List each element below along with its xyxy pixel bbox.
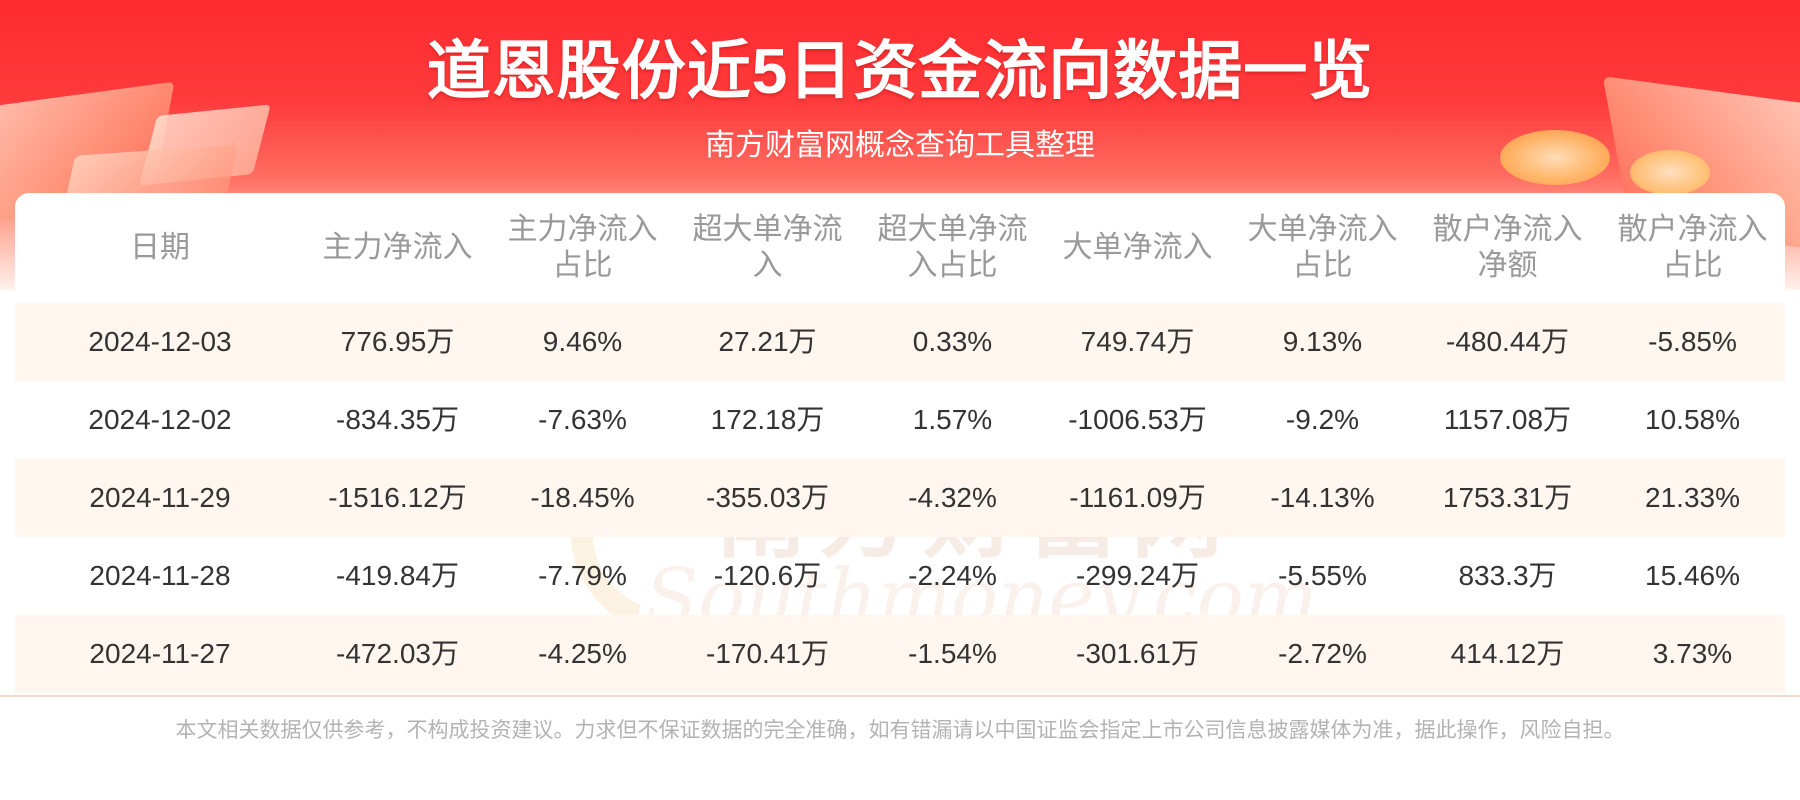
table-cell: -2.72% xyxy=(1278,638,1367,669)
table-cell: -1161.09万 xyxy=(1069,482,1206,513)
table-cell: 1.57% xyxy=(912,404,993,435)
table-cell: 1157.08万 xyxy=(1443,404,1572,435)
table-cell: 21.33% xyxy=(1645,482,1740,513)
table-cell: -472.03万 xyxy=(336,638,459,669)
table-cell: -7.63% xyxy=(538,404,627,435)
table-cell: 172.18万 xyxy=(710,404,825,435)
table-cell: 1753.31万 xyxy=(1442,482,1573,513)
table-cell: -7.79% xyxy=(538,560,627,591)
table-cell: -9.2% xyxy=(1285,404,1360,435)
column-header-retail-ratio: 散户净流入 占比 xyxy=(1617,213,1768,282)
column-header-main-net-ratio: 主力净流入 占比 xyxy=(507,213,658,282)
column-header-main-net-inflow: 主力净流入 xyxy=(322,231,473,264)
table-row: 2024-12-02 -834.35万 -7.63% 172.18万 1.57%… xyxy=(15,381,1785,459)
table-cell: 2024-11-28 xyxy=(89,560,231,591)
table-row: 2024-11-29 -1516.12万 -18.45% -355.03万 -4… xyxy=(15,459,1785,537)
column-header-date: 日期 xyxy=(130,231,190,264)
footer-divider xyxy=(0,695,1800,697)
table-cell: 15.46% xyxy=(1645,560,1740,591)
column-header-retail-net: 散户净流入 净额 xyxy=(1432,213,1583,282)
table-cell: 2024-12-02 xyxy=(88,404,232,435)
table-cell: -480.44万 xyxy=(1446,326,1569,357)
page-title: 道恩股份近5日资金流向数据一览 xyxy=(426,35,1374,107)
table-row: 2024-11-27 -472.03万 -4.25% -170.41万 -1.5… xyxy=(15,615,1785,693)
table-cell: -2.24% xyxy=(908,560,997,591)
table-cell: -299.24万 xyxy=(1076,560,1199,591)
table-cell: -5.55% xyxy=(1278,560,1367,591)
data-table: 日期 主力净流入 主力净流入 占比 超大单净流入 超大单净流 入占比 大单净流入 大… xyxy=(15,193,1785,695)
table-cell: 9.46% xyxy=(542,326,623,357)
table-cell: 2024-11-29 xyxy=(89,482,231,513)
table-cell: 833.3万 xyxy=(1458,560,1557,591)
table-cell: -170.41万 xyxy=(706,638,829,669)
table-cell: -4.25% xyxy=(538,638,627,669)
table-row: 2024-12-03 776.95万 9.46% 27.21万 0.33% 74… xyxy=(15,303,1785,381)
decorative-coin xyxy=(1500,130,1610,185)
table-cell: -301.61万 xyxy=(1076,638,1199,669)
table-cell: -355.03万 xyxy=(706,482,829,513)
table-cell: 3.73% xyxy=(1652,638,1733,669)
column-header-large-inflow: 大单净流入 xyxy=(1062,231,1213,264)
column-header-large-ratio: 大单净流入 占比 xyxy=(1247,213,1398,282)
table-cell: -1006.53万 xyxy=(1068,404,1207,435)
table-header-row: 日期 主力净流入 主力净流入 占比 超大单净流入 超大单净流 入占比 大单净流入 大… xyxy=(15,193,1785,303)
table-row: 2024-11-28 -419.84万 -7.79% -120.6万 -2.24… xyxy=(15,537,1785,615)
table-cell: 2024-12-03 xyxy=(88,326,232,357)
table-cell: -4.32% xyxy=(908,482,997,513)
table-cell: 2024-11-27 xyxy=(89,638,231,669)
table-cell: 27.21万 xyxy=(718,326,817,357)
table-cell: -14.13% xyxy=(1270,482,1375,513)
table-cell: 10.58% xyxy=(1645,404,1740,435)
table-cell: -419.84万 xyxy=(336,560,459,591)
decorative-coin xyxy=(1630,150,1710,195)
table-cell: -834.35万 xyxy=(336,404,459,435)
table-cell: -1.54% xyxy=(908,638,997,669)
table-cell: 776.95万 xyxy=(340,326,455,357)
column-header-super-large-ratio: 超大单净流 入占比 xyxy=(877,213,1028,282)
table-cell: -5.85% xyxy=(1648,326,1737,357)
table-cell: 414.12万 xyxy=(1450,638,1565,669)
table-cell: 9.13% xyxy=(1282,326,1363,357)
column-header-super-large-inflow: 超大单净流入 xyxy=(692,213,843,282)
table-cell: -1516.12万 xyxy=(328,482,467,513)
table-cell: -120.6万 xyxy=(713,560,822,591)
page-subtitle: 南方财富网概念查询工具整理 xyxy=(705,129,1095,162)
table-cell: 749.74万 xyxy=(1080,326,1195,357)
table-cell: -18.45% xyxy=(530,482,635,513)
table-cell: 0.33% xyxy=(912,326,993,357)
disclaimer-text: 本文相关数据仅供参考，不构成投资建议。力求但不保证数据的完全准确，如有错漏请以中… xyxy=(175,719,1625,742)
